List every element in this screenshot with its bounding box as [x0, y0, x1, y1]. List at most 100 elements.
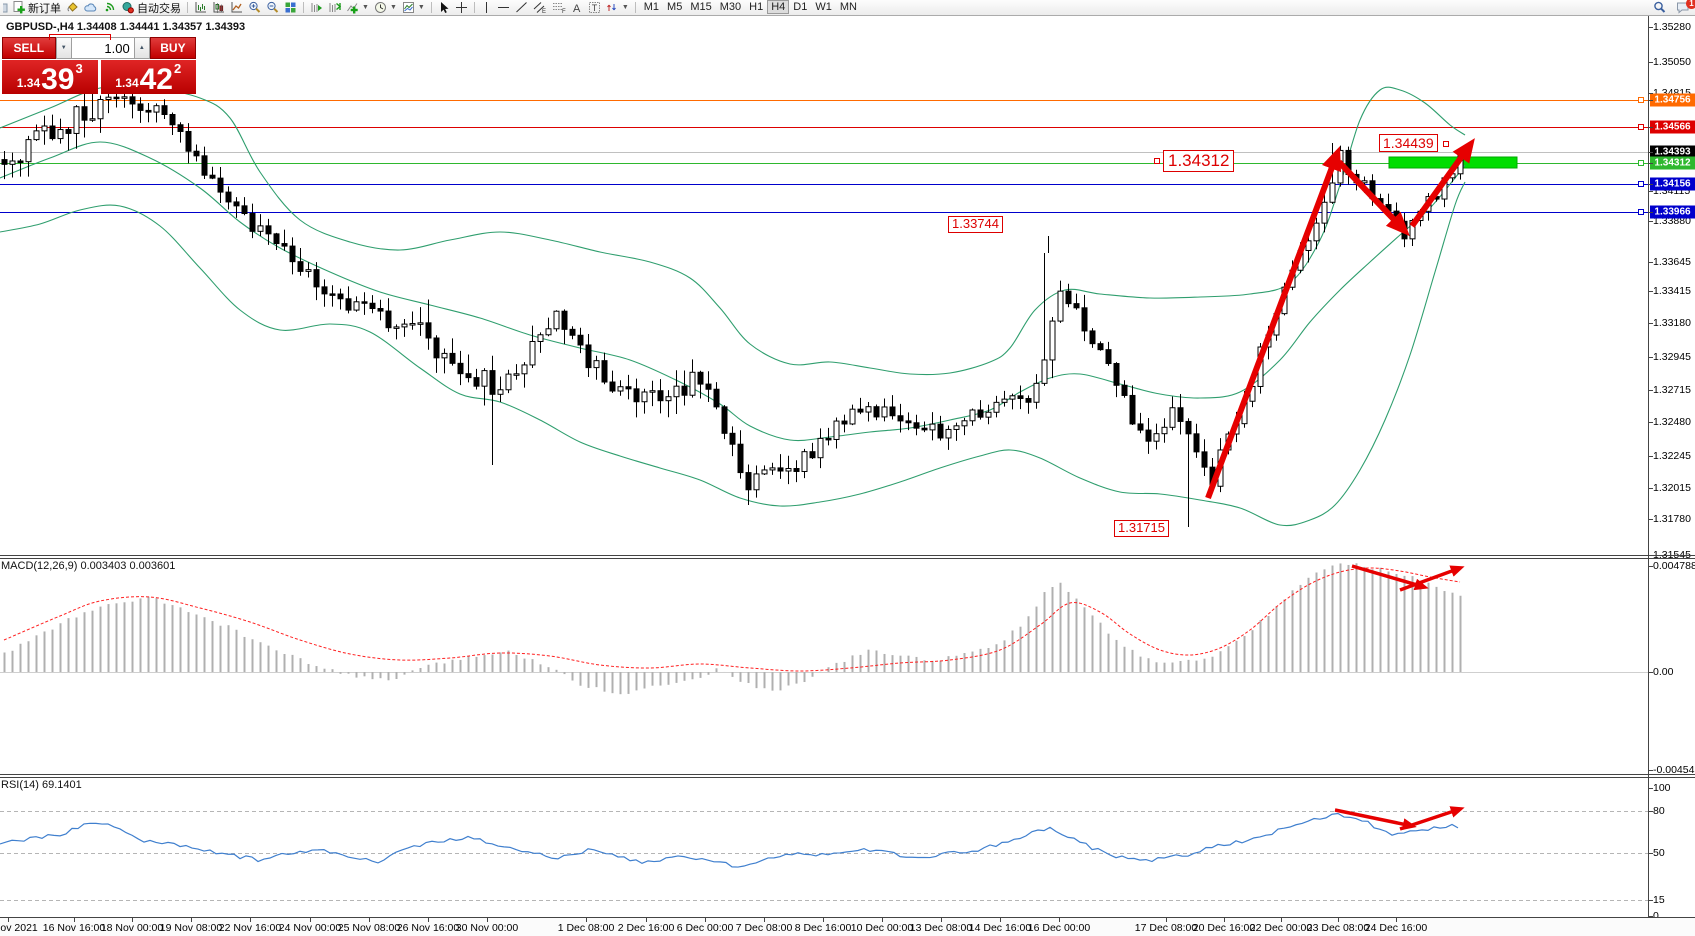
- sell-price-display[interactable]: 1.34 39 3: [2, 60, 98, 96]
- time-axis-label: 24 Nov 00:00: [278, 922, 342, 934]
- new-order-button[interactable]: 新订单: [11, 1, 63, 15]
- annotation-1.33744[interactable]: 1.33744: [948, 216, 1003, 233]
- autoscroll-button[interactable]: [308, 1, 325, 14]
- chat-button[interactable]: 1: [1674, 0, 1695, 14]
- time-axis-label: 23 Dec 08:00: [1306, 922, 1370, 934]
- annotation-1.31715[interactable]: 1.31715: [1114, 520, 1169, 537]
- buy-price-major: 1.34: [115, 76, 139, 90]
- text-label-icon: T: [588, 2, 600, 13]
- sell-price-point: 3: [75, 61, 83, 76]
- toolbar-separator: [303, 2, 304, 13]
- timeframe-M15[interactable]: M15: [690, 1, 712, 13]
- toolbar-separator: [430, 2, 432, 13]
- price-flag-1.34156: 1.34156: [1650, 177, 1695, 191]
- price-flag-1.34756: 1.34756: [1650, 93, 1695, 107]
- autotrade-label: 自动交易: [137, 2, 181, 15]
- time-axis-label: 7 Dec 08:00: [735, 922, 793, 934]
- time-axis-label: 2 Dec 16:00: [617, 922, 675, 934]
- templates-button[interactable]: ▼: [400, 1, 427, 14]
- timeframe-M1[interactable]: M1: [643, 1, 660, 13]
- timeframe-D1[interactable]: D1: [793, 1, 808, 13]
- text-label-tool[interactable]: T: [586, 1, 603, 14]
- paint-bucket-icon: [67, 2, 78, 12]
- timeframe-M5[interactable]: M5: [667, 1, 683, 13]
- drawn-trend-arrows[interactable]: [1205, 138, 1475, 831]
- publish-button[interactable]: [82, 1, 100, 14]
- fibonacci-icon: F: [552, 3, 566, 14]
- bar-chart-button[interactable]: [192, 1, 209, 14]
- toolbar-separator: [634, 2, 636, 13]
- bollinger-middle: [0, 141, 1466, 442]
- volume-increase-button[interactable]: ▲: [133, 37, 150, 59]
- periods-button[interactable]: ▼: [372, 1, 399, 14]
- timeframe-group: M1 M5 M15 M30 H1 H4 D1 W1 MN: [640, 0, 861, 14]
- crosshair-icon: [455, 2, 467, 13]
- annotation-1.34312[interactable]: 1.34312: [1163, 150, 1235, 172]
- zoom-in-button[interactable]: [246, 1, 263, 14]
- price-flag-1.33966: 1.33966: [1650, 205, 1695, 219]
- zoom-out-button[interactable]: [264, 1, 281, 14]
- time-axis-label: 17 Dec 08:00: [1134, 922, 1198, 934]
- annotation-1.34439[interactable]: 1.34439: [1379, 134, 1438, 153]
- autoscroll-icon: [311, 3, 322, 12]
- sell-button[interactable]: SELL: [2, 37, 56, 59]
- price-flag-1.34566: 1.34566: [1650, 120, 1695, 134]
- zoom-out-icon: [267, 1, 279, 13]
- crosshair-tool-button[interactable]: [453, 1, 470, 14]
- chevron-down-icon: ▼: [362, 4, 369, 11]
- time-axis-label: 26 Nov 16:00: [396, 922, 460, 934]
- autotrade-button[interactable]: 自动交易: [119, 1, 183, 15]
- volume-decrease-button[interactable]: ▼: [55, 37, 72, 59]
- timeframe-H4[interactable]: H4: [767, 0, 790, 14]
- text-tool[interactable]: A: [569, 1, 585, 14]
- line-chart-button[interactable]: [228, 1, 245, 14]
- indicators-button[interactable]: ▼: [344, 1, 371, 14]
- buy-button[interactable]: BUY: [149, 37, 196, 59]
- price-tick: 1.32715: [1653, 384, 1691, 396]
- drawn-object-anchors[interactable]: [1048, 97, 1644, 254]
- horizontal-lines: [0, 100, 1648, 213]
- styler-button[interactable]: [64, 1, 81, 14]
- cursor-tool-button[interactable]: [436, 1, 452, 14]
- chart-shift-button[interactable]: [326, 1, 343, 14]
- trendline-tool[interactable]: [513, 1, 530, 14]
- chevron-down-icon: ▼: [417, 4, 425, 11]
- panel-frames: [0, 16, 1695, 918]
- zoom-in-icon: [249, 1, 261, 13]
- bar-chart-icon: [195, 2, 206, 13]
- line-chart-icon: [231, 2, 242, 13]
- chevron-down-icon: ▼: [621, 4, 629, 11]
- price-tick: 1.33415: [1653, 285, 1691, 297]
- chart-ohlc-header: GBPUSD-,H4 1.34408 1.34441 1.34357 1.343…: [6, 21, 246, 33]
- svg-text:F: F: [562, 9, 566, 14]
- price-flag-1.34393: 1.34393: [1650, 145, 1695, 159]
- price-tick: 1.32480: [1653, 416, 1691, 428]
- signal-button[interactable]: [101, 1, 118, 14]
- arrows-tool[interactable]: ▼: [604, 1, 631, 14]
- rsi-tick: 100: [1653, 782, 1671, 794]
- search-icon: [1654, 1, 1666, 13]
- channel-tool[interactable]: E: [531, 1, 549, 14]
- search-button[interactable]: [1651, 1, 1668, 14]
- price-tick: 1.35280: [1653, 21, 1691, 33]
- volume-input[interactable]: [71, 37, 134, 59]
- timeframe-M30[interactable]: M30: [719, 1, 742, 13]
- timeframe-H1[interactable]: H1: [749, 1, 764, 13]
- timeframe-W1[interactable]: W1: [815, 1, 832, 13]
- bollinger-lower: [0, 181, 1466, 527]
- fibonacci-tool[interactable]: F: [550, 1, 568, 14]
- candle-chart-button[interactable]: [210, 1, 227, 14]
- tile-windows-button[interactable]: [282, 1, 299, 14]
- vertical-line-tool[interactable]: [479, 1, 494, 14]
- new-order-icon: [13, 1, 25, 14]
- buy-price-display[interactable]: 1.34 42 2: [100, 60, 196, 95]
- toolbar-separator: [187, 2, 188, 13]
- clipped-icon: [1, 1, 10, 14]
- timeframe-MN[interactable]: MN: [839, 1, 857, 13]
- horizontal-line-tool[interactable]: [495, 1, 512, 14]
- autotrade-icon: [122, 2, 134, 14]
- bollinger-upper: [0, 85, 1466, 376]
- sell-price-pips: 39: [41, 63, 75, 96]
